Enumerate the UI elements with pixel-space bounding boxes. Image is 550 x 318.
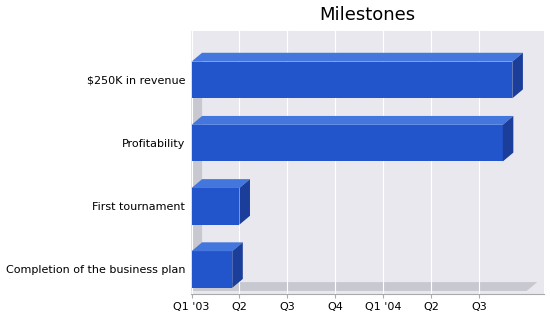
Polygon shape — [503, 116, 513, 162]
Polygon shape — [191, 53, 202, 291]
Polygon shape — [191, 179, 250, 188]
Polygon shape — [191, 53, 523, 62]
Title: Milestones: Milestones — [320, 5, 416, 24]
Polygon shape — [191, 282, 537, 291]
Bar — [191, 125, 503, 162]
Bar — [191, 188, 239, 225]
Polygon shape — [513, 53, 523, 98]
Polygon shape — [191, 242, 243, 251]
Polygon shape — [232, 242, 243, 288]
Polygon shape — [239, 179, 250, 225]
Polygon shape — [191, 116, 513, 125]
Bar — [191, 62, 513, 98]
Bar — [191, 251, 232, 288]
